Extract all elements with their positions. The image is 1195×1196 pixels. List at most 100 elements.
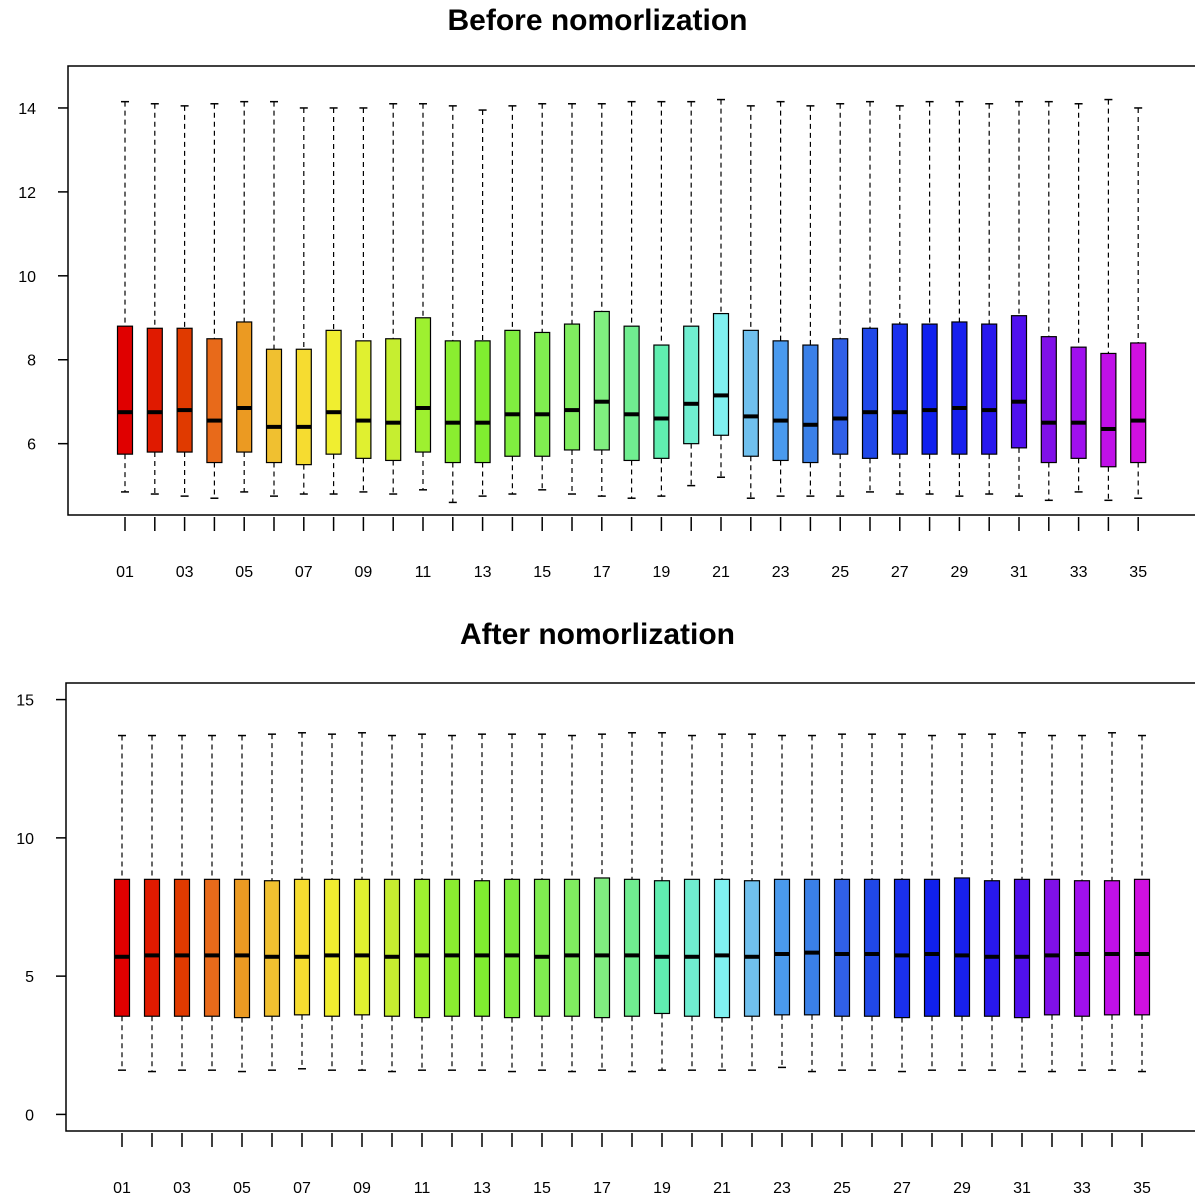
box-28 [921, 100, 938, 495]
box-22 [742, 105, 759, 499]
box-27 [891, 105, 908, 495]
interquartile-box [1010, 315, 1028, 449]
box-17 [593, 103, 610, 497]
box-06 [265, 100, 283, 497]
x-tick-label: 33 [1070, 564, 1088, 581]
interquartile-box [1103, 880, 1121, 1016]
interquartile-box [146, 327, 163, 453]
interquartile-box [443, 878, 461, 1017]
x-tick-label: 07 [295, 564, 313, 581]
box-19 [653, 100, 670, 497]
y-tick-label: 0 [25, 1107, 34, 1124]
interquartile-box [503, 878, 521, 1019]
interquartile-box [355, 340, 372, 459]
x-tick-label: 01 [116, 564, 134, 581]
x-tick-label: 03 [173, 1180, 191, 1196]
box-25 [833, 733, 851, 1071]
x-tick-label: 05 [233, 1180, 251, 1196]
x-tick-label: 19 [653, 1180, 671, 1196]
box-09 [353, 732, 371, 1071]
box-24 [803, 734, 821, 1073]
x-tick-label: 11 [415, 564, 432, 581]
x-tick-label: 33 [1073, 1180, 1091, 1196]
box-18 [623, 732, 641, 1073]
interquartile-box [893, 878, 911, 1019]
box-03 [173, 734, 191, 1071]
interquartile-box [293, 878, 311, 1016]
box-04 [206, 103, 223, 499]
box-23 [773, 734, 791, 1069]
plot-frame [67, 65, 1195, 516]
interquartile-box [233, 878, 251, 1019]
interquartile-box [473, 880, 491, 1017]
x-tick-label: 05 [235, 564, 253, 581]
x-tick-label: 31 [1013, 1180, 1031, 1196]
box-27 [893, 733, 911, 1073]
x-tick-label: 13 [474, 564, 492, 581]
y-tick-label: 10 [18, 269, 36, 286]
box-15 [533, 733, 551, 1071]
box-26 [863, 733, 881, 1071]
box-04 [203, 734, 221, 1071]
box-33 [1073, 734, 1091, 1071]
box-26 [861, 100, 879, 493]
interquartile-box [325, 329, 342, 455]
box-10 [385, 103, 402, 495]
interquartile-box [593, 877, 611, 1019]
x-tick-label: 03 [176, 564, 194, 581]
box-06 [263, 733, 281, 1071]
box-35 [1133, 734, 1151, 1073]
x-tick-label: 35 [1133, 1180, 1151, 1196]
y-tick-label: 14 [18, 101, 36, 118]
x-tick-label: 11 [414, 1180, 431, 1196]
interquartile-box [533, 878, 551, 1017]
box-32 [1043, 734, 1061, 1073]
interquartile-box [653, 344, 670, 459]
interquartile-box [474, 340, 491, 464]
interquartile-box [713, 878, 731, 1019]
chart-title-after: After nomorlization [460, 618, 735, 651]
interquartile-box [413, 878, 431, 1019]
box-30 [983, 733, 1001, 1071]
x-tick-label: 25 [831, 564, 849, 581]
interquartile-box [113, 878, 131, 1017]
interquartile-box [563, 878, 581, 1017]
interquartile-box [1013, 878, 1031, 1019]
x-tick-label: 17 [593, 564, 611, 581]
interquartile-box [623, 878, 641, 1017]
box-12 [444, 105, 461, 504]
box-13 [474, 109, 491, 497]
interquartile-box [861, 327, 879, 459]
interquartile-box [504, 329, 521, 457]
x-tick-label: 21 [712, 564, 730, 581]
interquartile-box [593, 310, 610, 451]
x-tick-label: 09 [353, 1180, 371, 1196]
x-tick-label: 29 [951, 564, 969, 581]
box-16 [563, 734, 581, 1073]
x-tick-label: 25 [833, 1180, 851, 1196]
x-tick-label: 01 [113, 1180, 131, 1196]
interquartile-box [143, 878, 161, 1017]
interquartile-box [444, 340, 461, 464]
box-18 [623, 100, 640, 499]
box-31 [1013, 732, 1031, 1073]
interquartile-box [983, 880, 1001, 1017]
interquartile-box [563, 323, 581, 451]
interquartile-box [981, 323, 998, 455]
box-29 [951, 100, 968, 497]
box-01 [113, 734, 131, 1071]
box-23 [772, 100, 789, 497]
box-32 [1040, 100, 1057, 502]
box-13 [473, 733, 491, 1071]
interquartile-box [802, 344, 819, 464]
interquartile-box [263, 880, 281, 1017]
box-34 [1103, 732, 1121, 1071]
x-tick-label: 21 [713, 1180, 731, 1196]
box-02 [146, 103, 163, 495]
x-tick-label: 27 [893, 1180, 911, 1196]
box-19 [653, 732, 671, 1071]
box-15 [534, 103, 551, 491]
plot-frame [65, 682, 1195, 1132]
box-02 [143, 734, 161, 1073]
